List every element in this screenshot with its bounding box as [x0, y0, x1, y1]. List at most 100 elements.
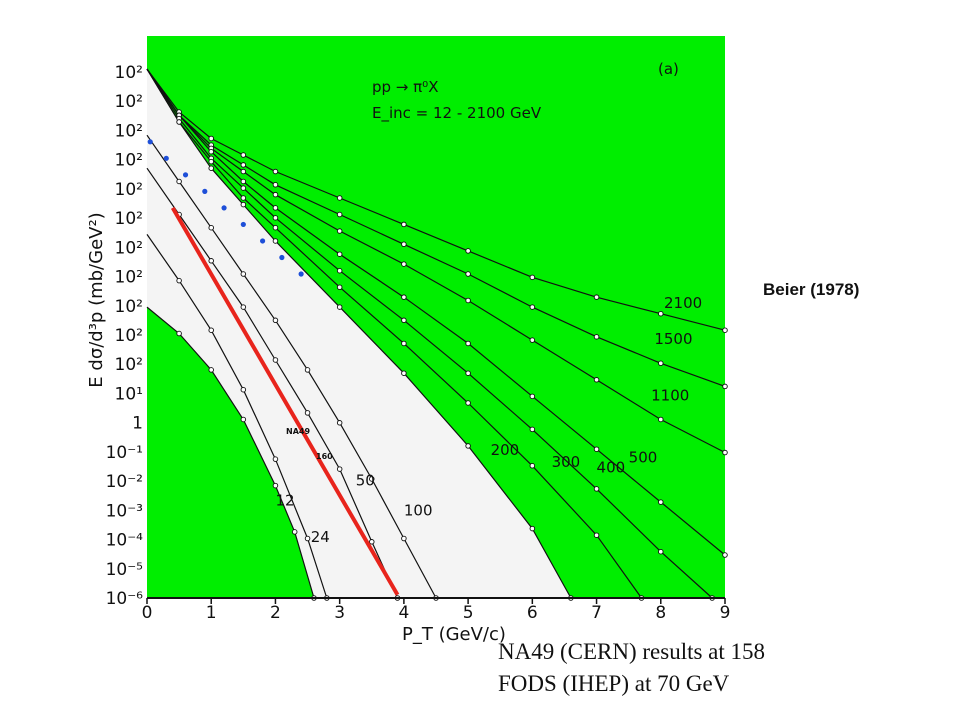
data-point-500 [658, 499, 664, 505]
data-point-400 [529, 426, 536, 433]
y-tick-label: 10⁻⁶ [106, 589, 144, 609]
data-point-100 [369, 476, 375, 482]
curve-label-400: 400 [597, 458, 626, 476]
data-point-1100 [593, 377, 600, 383]
curve-200 [146, 68, 572, 599]
na49-point [279, 254, 285, 261]
x-tick-label: 1 [206, 603, 217, 623]
data-point-1100 [272, 191, 279, 198]
data-point-100 [208, 224, 214, 231]
data-point-100 [401, 535, 407, 542]
data-point-50 [272, 357, 279, 363]
data-point-300 [336, 284, 343, 290]
white-wedge-region [147, 69, 571, 599]
data-point-300 [465, 400, 471, 406]
curve-2100 [146, 68, 726, 331]
data-point-300 [272, 224, 279, 231]
curve-label-12: 12 [275, 491, 294, 509]
data-point-12 [176, 330, 182, 337]
data-point-2100 [658, 310, 664, 317]
y-tick-label: 10⁻⁴ [106, 531, 144, 551]
data-point-400 [593, 486, 600, 492]
data-point-1500 [401, 241, 407, 248]
data-point-500 [336, 251, 343, 257]
y-tick-label: 10⁻⁵ [106, 560, 143, 580]
data-point-1500 [240, 162, 247, 168]
data-point-500 [593, 446, 600, 452]
curve-100 [146, 134, 437, 599]
data-point-1100 [658, 416, 664, 423]
data-point-2100 [208, 135, 214, 142]
x-tick-label: 9 [720, 603, 731, 623]
y-tick-label: 10² [115, 355, 143, 375]
y-tick-label: 10² [115, 209, 143, 229]
curve-label-1100: 1100 [651, 386, 689, 404]
data-point-1100 [401, 261, 407, 267]
data-point-12 [272, 482, 279, 489]
data-point-400 [658, 548, 664, 555]
data-point-12 [208, 367, 214, 373]
data-point-12 [291, 529, 298, 535]
data-point-50 [240, 304, 247, 310]
data-point-24 [240, 386, 247, 393]
data-point-500 [240, 178, 247, 185]
data-point-200 [401, 370, 407, 376]
data-point-1500 [722, 383, 728, 390]
data-point-2100 [465, 248, 471, 254]
y-tick-label: 10² [115, 121, 143, 141]
data-point-1500 [465, 271, 471, 277]
na49-overlay-label: NA49 [286, 427, 310, 436]
data-point-200 [336, 304, 343, 310]
na49-point [298, 271, 304, 277]
y-tick-label: 10² [115, 238, 143, 258]
caption-line-fods: FODS (IHEP) at 70 GeV [498, 671, 730, 696]
data-point-200 [208, 165, 214, 171]
data-point-100 [240, 271, 247, 277]
overlay-series [147, 139, 400, 596]
data-point-1100 [529, 337, 536, 343]
na49-point [240, 221, 246, 228]
data-point-24 [272, 456, 279, 462]
data-point-400 [272, 215, 279, 221]
data-point-100 [272, 317, 279, 324]
panel-label: (a) [658, 60, 679, 78]
data-point-100 [304, 367, 311, 373]
data-point-400 [240, 185, 247, 191]
y-tick-label: 10⁻³ [106, 501, 143, 521]
data-point-500 [272, 205, 279, 211]
y-tick-labels: 10² 10² 10² 10² 10² 10² 10² 10² 10² 10² 10² 10¹ 1 10⁻… [106, 63, 144, 609]
data-point-1100 [336, 228, 343, 234]
y-tick-label: 10² [115, 92, 143, 112]
curve-1100 [146, 68, 726, 454]
bottom-axis-area: 0 1 2 3 4 5 6 7 8 9 P_T (GeV/c) [142, 597, 731, 645]
data-point-2100 [240, 152, 247, 158]
na49-point [182, 172, 189, 178]
energy-label: E_inc = 12 - 2100 GeV [372, 104, 542, 123]
caption: NA49 (CERN) results at 158 FODS (IHEP) a… [498, 636, 765, 700]
data-point-2100 [529, 274, 536, 281]
curve-400 [146, 68, 713, 599]
na49-point [147, 139, 153, 145]
data-point-500 [722, 552, 728, 558]
data-point-1100 [722, 449, 728, 456]
y-tick-label: 10² [115, 63, 143, 83]
data-point-50 [369, 539, 375, 545]
x-tick-label: 3 [334, 603, 345, 623]
data-point-1100 [465, 297, 471, 304]
data-point-200 [240, 201, 247, 208]
y-tick-label: 10¹ [115, 384, 143, 404]
data-point-1100 [240, 168, 247, 175]
data-point-1500 [529, 304, 536, 310]
data-point-50 [208, 258, 214, 264]
x-axis-label: P_T (GeV/c) [402, 624, 506, 645]
data-point-1500 [336, 211, 343, 218]
y-tick-label: 10² [115, 180, 143, 200]
data-point-300 [240, 195, 247, 201]
data-point-24 [304, 535, 311, 542]
x-tick-label: 7 [591, 603, 602, 623]
data-point-24 [176, 277, 182, 284]
data-point-200 [465, 443, 471, 449]
curve-label-200: 200 [491, 441, 520, 459]
